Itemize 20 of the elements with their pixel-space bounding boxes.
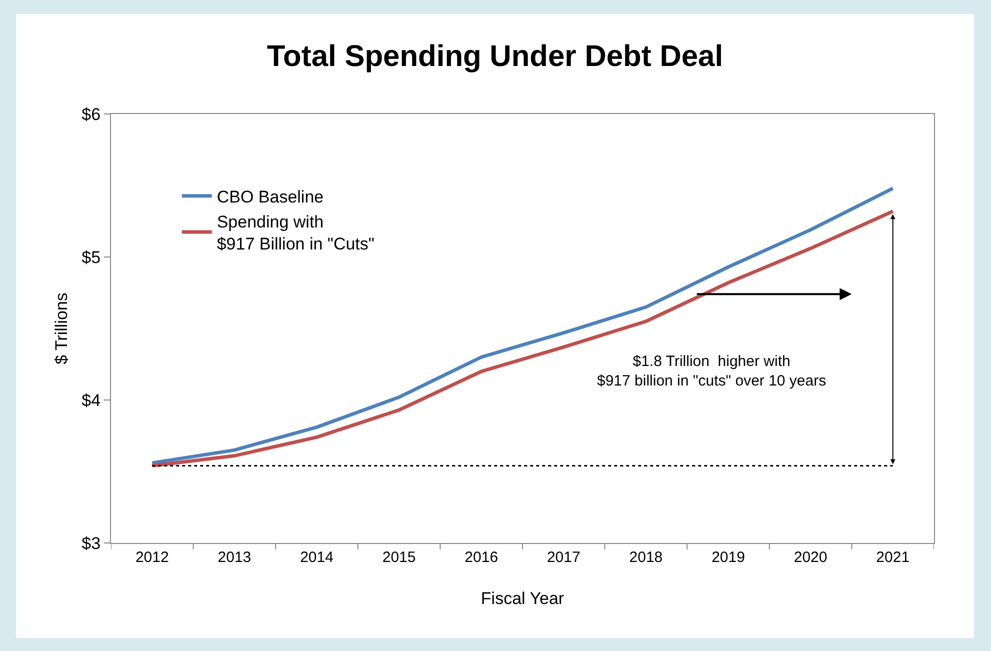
x-tick-label: 2017 [546,549,580,566]
y-axis-title: $ Trillions [52,292,71,364]
x-tick-label: 2021 [876,549,910,566]
legend-label: Spending with $917 Billion in "Cuts" [216,212,374,254]
x-tick-label: 2016 [464,549,498,566]
legend-label: CBO Baseline [216,188,324,207]
x-axis-title: Fiscal Year [480,589,564,608]
y-tick-label: $4 [82,390,101,410]
x-tick-label: 2015 [382,549,416,566]
y-tick-label: $3 [82,534,101,553]
y-tick-label: $6 [82,104,101,124]
annotation: $1.8 Trillion higher with $917 billion in "cuts" over 10 years [597,353,826,390]
x-tick-label: 2012 [135,549,169,566]
x-tick-label: 2020 [794,549,828,566]
chart-title: Total Spending Under Debt Deal [266,40,724,74]
x-tick-label: 2013 [218,549,252,566]
y-tick-label: $5 [82,248,101,267]
x-tick-label: 2014 [300,549,334,566]
x-tick-label: 2019 [712,549,745,566]
x-tick-label: 2018 [629,549,663,566]
